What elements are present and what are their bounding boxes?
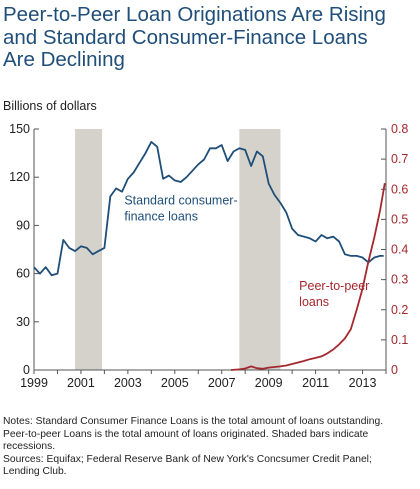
title-line-3: Are Declining <box>3 48 125 71</box>
left-y-tick-label: 0 <box>23 363 30 377</box>
consumer-finance-line <box>33 140 384 277</box>
right-y-tick-label: 0.6 <box>391 182 408 196</box>
sources-line: Lending Club. <box>3 466 67 478</box>
x-tick-label: 2009 <box>255 376 283 390</box>
left-y-tick-label: 60 <box>16 267 30 281</box>
x-tick-label: 2013 <box>349 376 377 390</box>
x-tick-label: 2001 <box>67 376 95 390</box>
left-y-tick-label: 150 <box>9 122 30 136</box>
p2p-loans-line <box>231 183 386 371</box>
title-line-2: and Standard Consumer-Finance Loans <box>3 25 368 49</box>
notes-line: Notes: Standard Consumer Finance Loans i… <box>3 416 384 427</box>
left-y-tick-label: 90 <box>16 218 30 232</box>
right-y-tick-label: 0.2 <box>391 303 408 317</box>
right-y-tick-label: 0.8 <box>391 122 408 136</box>
sources-line: Sources: Equifax; Federal Reserve Bank o… <box>3 453 372 465</box>
left-y-tick-label: 30 <box>16 315 30 329</box>
x-tick-label: 2003 <box>114 376 142 390</box>
consumer-annotation-line: Standard consumer- <box>124 194 237 208</box>
right-y-tick-label: 0.5 <box>391 212 408 226</box>
x-tick-label: 2007 <box>208 376 236 390</box>
recession-band <box>239 129 281 370</box>
right-y-tick-label: 0.4 <box>391 243 408 257</box>
right-y-tick-label: 0 <box>391 363 398 377</box>
chart-svg: 0 30 60 90 120 150 0 0.1 0.2 0.3 0.4 0.5 0.6 0.7 0.8 19… <box>9 122 408 390</box>
chart-title: Peer-to-Peer Loan Originations Are Risin… <box>3 3 417 72</box>
right-y-tick-label: 0.1 <box>391 333 408 347</box>
x-tick-label: 2011 <box>302 376 329 390</box>
notes-line: recessions. <box>3 441 56 453</box>
right-y-tick-label: 0.3 <box>391 273 408 287</box>
x-tick-label: 2005 <box>161 376 189 390</box>
title-line-1: Peer-to-Peer Loan Originations Are Risin… <box>3 3 386 26</box>
x-tick-label: 1999 <box>20 376 48 390</box>
p2p-annotation-line: loans <box>299 295 329 309</box>
left-y-tick-label: 120 <box>9 170 30 184</box>
consumer-annotation-line: finance loans <box>124 210 198 224</box>
y-axis-unit-label: Billions of dollars <box>3 99 97 113</box>
right-y-tick-label: 0.7 <box>391 152 408 166</box>
chart-notes: Notes: Standard Consumer Finance Loans i… <box>3 416 417 479</box>
p2p-annotation-line: Peer-to-peer <box>299 279 369 293</box>
notes-line: Peer-to-peer Loans is the total amount o… <box>3 428 369 440</box>
